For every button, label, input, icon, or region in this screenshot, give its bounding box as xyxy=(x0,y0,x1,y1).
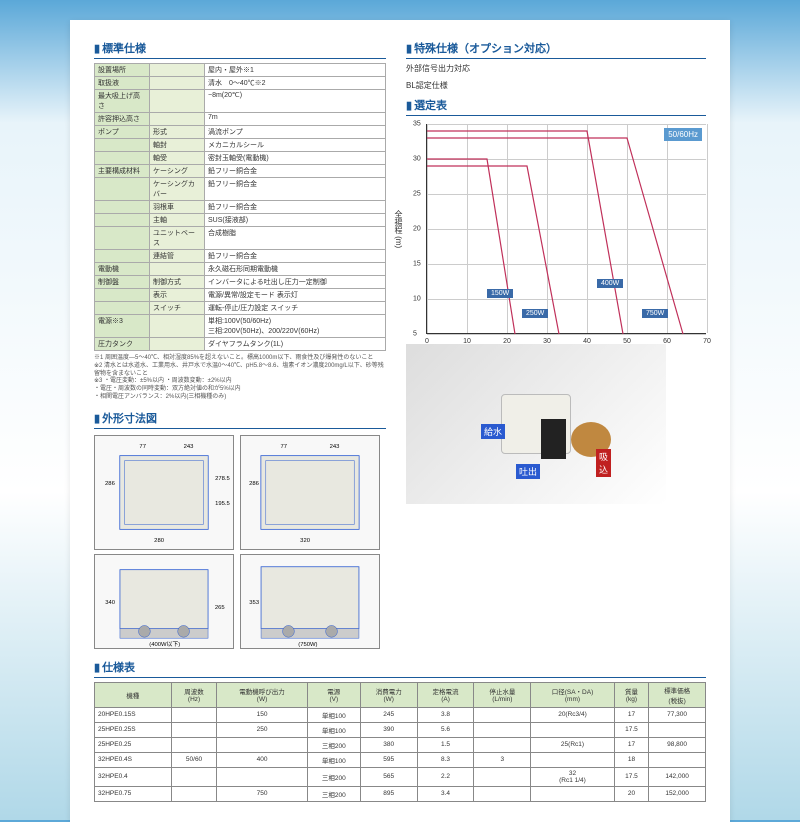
svg-text:77: 77 xyxy=(139,444,146,450)
hz-label: 50/60Hz xyxy=(664,128,702,141)
full-spec-table: 機種周波数(Hz)電動機呼び出力(W)電源(V)消費電力(W)定格電流(A)停止… xyxy=(94,682,706,802)
svg-text:353: 353 xyxy=(249,600,259,606)
selection-chart: 5101520253035010203040506070 50/60Hz 150… xyxy=(426,124,706,334)
special-spec-heading: 特殊仕様（オプション対応） xyxy=(406,40,706,59)
svg-text:320: 320 xyxy=(300,538,311,544)
svg-text:286: 286 xyxy=(249,481,260,487)
svg-text:265: 265 xyxy=(215,605,226,611)
svg-text:280: 280 xyxy=(154,538,165,544)
svg-text:340: 340 xyxy=(105,600,116,606)
svg-text:(750W): (750W) xyxy=(298,642,317,648)
svg-text:243: 243 xyxy=(330,444,341,450)
svg-text:77: 77 xyxy=(281,444,288,450)
standard-spec-heading: 標準仕様 xyxy=(94,40,386,59)
standard-spec-table: 設置場所屋内・屋外※1取扱液清水 0〜40℃※2最大吸上げ高さ−8m(20℃)許… xyxy=(94,63,386,351)
y-axis-label: 全揚程 (m) xyxy=(393,209,404,247)
special-sub-2: BL認定仕様 xyxy=(406,80,706,91)
spec-notes: ※1 周囲温度—5〜40℃、相対湿度85%を超えないこと。標高1000m以下、雨… xyxy=(94,355,386,402)
special-sub-1: 外部信号出力対応 xyxy=(406,63,706,74)
selection-heading: 選定表 xyxy=(406,97,706,116)
product-photo: 給水 吐出 吸込 xyxy=(406,344,666,504)
svg-text:243: 243 xyxy=(184,444,195,450)
svg-text:195.5: 195.5 xyxy=(215,501,230,507)
svg-text:278.5: 278.5 xyxy=(215,476,230,482)
spec-table-heading: 仕様表 xyxy=(94,659,706,678)
dimension-drawings: 77 243 286 278.5 195.5 280 340 265 (400W以下) 77 2… xyxy=(94,435,386,649)
dimensions-heading: 外形寸法図 xyxy=(94,410,386,429)
svg-text:286: 286 xyxy=(105,481,116,487)
svg-text:(400W以下): (400W以下) xyxy=(149,641,180,648)
